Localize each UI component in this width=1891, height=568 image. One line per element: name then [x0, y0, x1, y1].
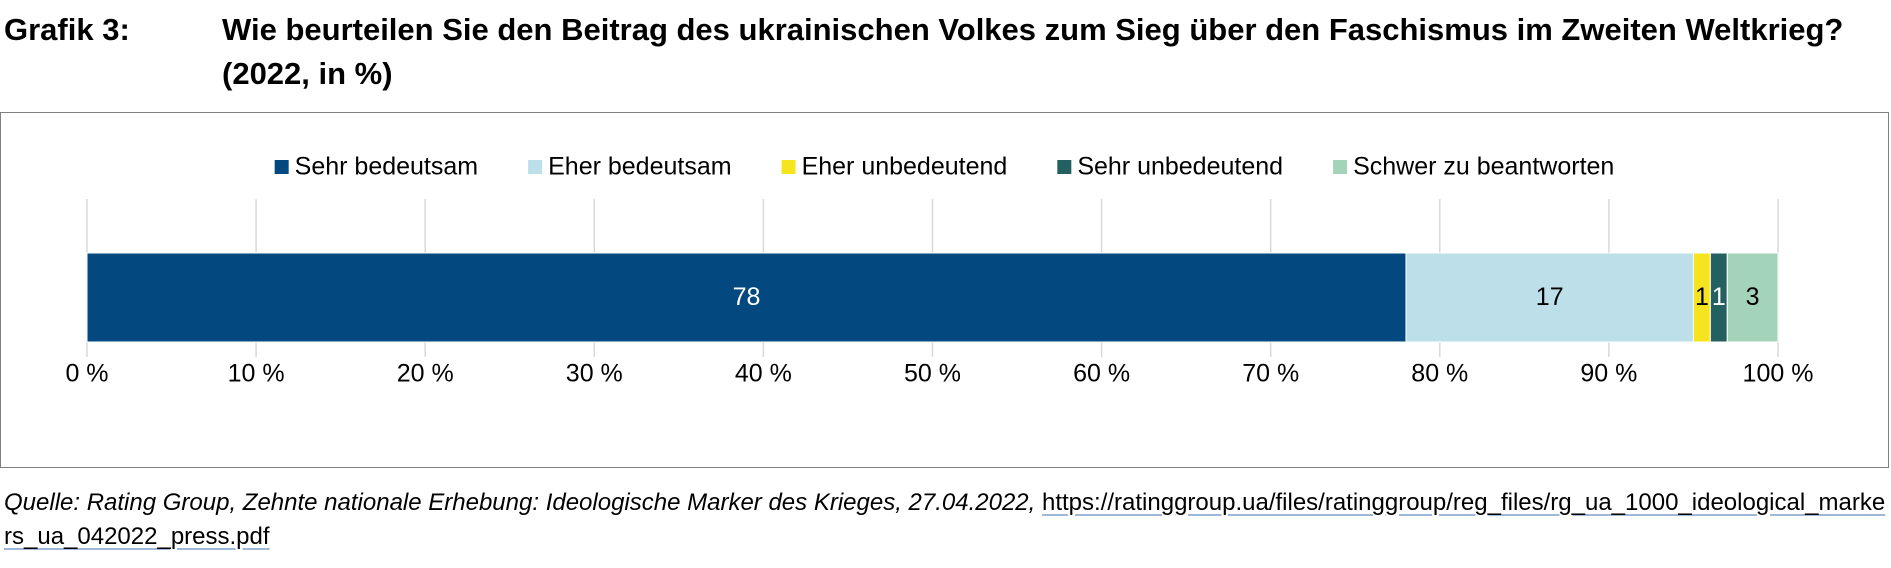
- legend-item: Eher unbedeutend: [781, 153, 1008, 181]
- legend-swatch: [274, 160, 289, 174]
- x-tick-label: 40 %: [735, 360, 792, 388]
- x-tick-label: 0 %: [65, 360, 108, 388]
- legend-label: Sehr unbedeutend: [1077, 153, 1283, 181]
- x-tick-label: 20 %: [397, 360, 454, 388]
- source-note: Quelle: Rating Group, Zehnte nationale E…: [4, 486, 1889, 554]
- x-tick-label: 80 %: [1411, 360, 1468, 388]
- legend-swatch: [781, 160, 796, 174]
- figure-header: Grafik 3: Wie beurteilen Sie den Beitrag…: [0, 8, 1891, 104]
- legend-item: Schwer zu beantworten: [1333, 153, 1614, 181]
- stacked-bar-chart: Sehr bedeutsam Eher bedeutsam Eher unbedeu…: [65, 153, 1813, 388]
- x-tick-label: 90 %: [1580, 360, 1637, 388]
- x-tick-label: 10 %: [228, 360, 285, 388]
- legend-label: Eher unbedeutend: [802, 153, 1008, 181]
- legend-swatch: [1333, 160, 1348, 174]
- data-label: 1: [1712, 283, 1726, 311]
- data-label: 17: [1536, 283, 1564, 311]
- x-tick-label: 50 %: [904, 360, 961, 388]
- bar-segment: [1726, 252, 1779, 343]
- legend-label: Sehr bedeutsam: [295, 153, 478, 181]
- chart-title: Wie beurteilen Sie den Beitrag des ukrai…: [222, 12, 1844, 91]
- legend-item: Sehr bedeutsam: [274, 153, 478, 181]
- legend-swatch: [1057, 160, 1072, 174]
- legend-item: Sehr unbedeutend: [1057, 153, 1283, 181]
- legend-item: Eher bedeutsam: [528, 153, 732, 181]
- bar-segment: [1405, 252, 1694, 343]
- data-label: 1: [1695, 283, 1709, 311]
- legend-label: Eher bedeutsam: [548, 153, 731, 181]
- data-label: 3: [1746, 283, 1760, 311]
- x-tick-label: 60 %: [1073, 360, 1130, 388]
- bar-segment: [86, 252, 1407, 343]
- bar-segments: [86, 252, 1779, 343]
- legend-label: Schwer zu beantworten: [1353, 153, 1614, 181]
- source-text: Quelle: Rating Group, Zehnte nationale E…: [4, 489, 1042, 516]
- x-tick-label: 70 %: [1242, 360, 1299, 388]
- legend: Sehr bedeutsam Eher bedeutsam Eher unbedeu…: [274, 153, 1614, 181]
- x-axis-ticks: 0 % 10 % 20 % 30 % 40 % 50 % 60 % 70 % 80 % 90 % 1…: [65, 360, 1813, 388]
- data-labels: 78 17 1 1 3: [733, 283, 1760, 311]
- x-tick-label: 30 %: [566, 360, 623, 388]
- data-label: 78: [733, 283, 761, 311]
- legend-swatch: [528, 160, 543, 174]
- source-url-link[interactable]: https://ratinggroup.ua/files/ratinggroup…: [4, 489, 1886, 550]
- x-tick-label: 100 %: [1743, 360, 1814, 388]
- figure-label: Grafik 3:: [4, 12, 130, 47]
- chart-frame: Sehr bedeutsam Eher bedeutsam Eher unbedeu…: [0, 112, 1889, 468]
